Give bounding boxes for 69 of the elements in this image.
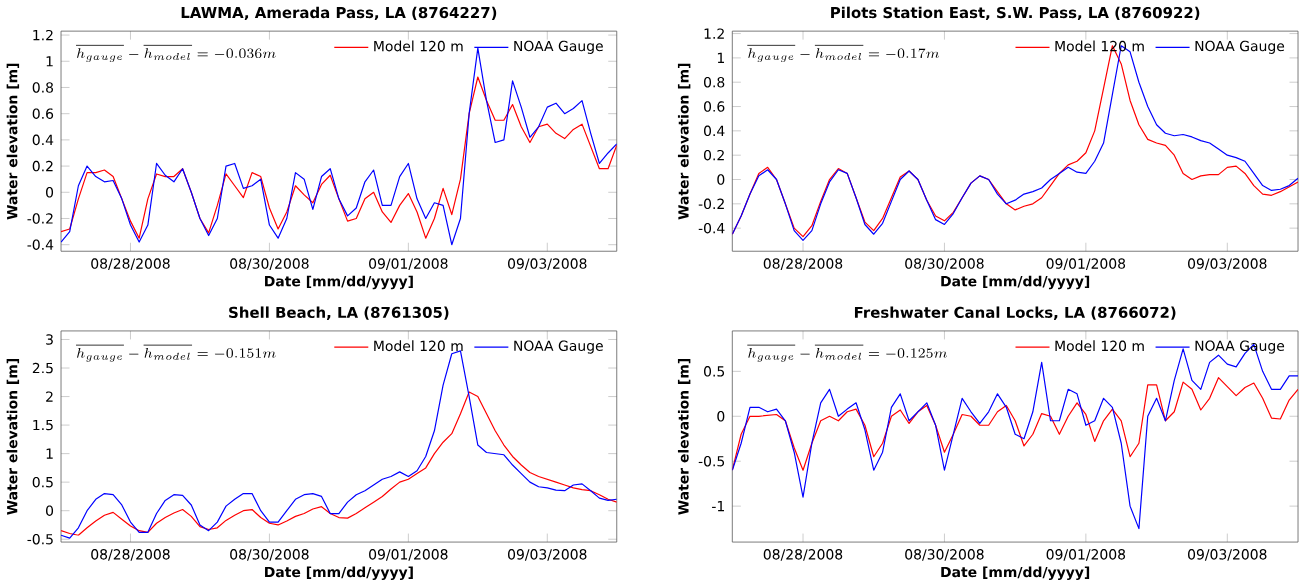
- y-tick-label: -0.5: [698, 456, 725, 467]
- y-tick-label: 0.5: [704, 366, 725, 377]
- legend-label: NOAA Gauge: [514, 40, 603, 55]
- y-axis-title: Water elevation [m]: [6, 359, 20, 515]
- y-tick-label: 3: [46, 334, 53, 345]
- x-tick-label: 09/01/2008: [369, 549, 448, 561]
- x-tick-label: 09/03/2008: [1188, 258, 1267, 271]
- x-tick-label: 09/01/2008: [1046, 549, 1126, 561]
- y-tick-label: 0.4: [32, 134, 54, 146]
- legend-label: NOAA Gauge: [514, 340, 603, 354]
- x-tick-label: 09/03/2008: [1188, 549, 1267, 561]
- y-tick-label: 1: [46, 56, 53, 67]
- y-axis-title: Water elevation [m]: [6, 63, 20, 220]
- y-tick-label: 0: [717, 411, 725, 422]
- y-axis-title: Water elevation [m]: [677, 63, 691, 220]
- y-axis-title: Water elevation [m]: [677, 359, 691, 515]
- x-tick-label: 08/30/2008: [905, 549, 984, 561]
- x-tick-label: 08/30/2008: [230, 258, 309, 271]
- x-tick-label: 09/01/2008: [369, 258, 448, 271]
- chart-title: Shell Beach, LA (8761305): [229, 306, 449, 321]
- annotation: $\overline{h_{gauge}}-\overline{h_{model}}=-0.125m$: [747, 345, 948, 362]
- y-tick-label: -1: [712, 501, 724, 512]
- legend-label: NOAA Gauge: [1195, 40, 1285, 55]
- x-tick-label: 08/30/2008: [230, 549, 309, 561]
- y-tick-label: 1.5: [33, 420, 53, 431]
- y-tick-label: 1: [46, 448, 53, 459]
- legend-label: Model 120 m: [374, 340, 463, 352]
- y-tick-label: 0.5: [32, 477, 53, 488]
- y-tick-label: 0.8: [704, 77, 725, 88]
- annotation: $\overline{h_{gauge}}-\overline{h_{model}}=-0.17m$: [747, 45, 940, 62]
- y-tick-label: -0.4: [698, 223, 725, 234]
- y-tick-label: -0.5: [27, 534, 53, 545]
- x-tick-label: 08/28/2008: [763, 549, 843, 561]
- legend-label: Model 120 m: [1055, 40, 1144, 52]
- x-axis-title: Date [mm/dd/yyyy]: [265, 566, 413, 581]
- y-tick-label: -0.2: [27, 213, 53, 224]
- y-tick-label: 0.2: [32, 160, 53, 172]
- x-tick-label: 09/03/2008: [508, 258, 587, 271]
- y-tick-label: -0.2: [698, 198, 724, 210]
- x-tick-label: 08/28/2008: [91, 549, 170, 561]
- y-tick-label: 1.2: [704, 28, 724, 39]
- y-tick-label: 0: [46, 187, 54, 198]
- y-tick-label: 0: [46, 505, 54, 517]
- legend-label: Model 120 m: [374, 40, 463, 52]
- y-tick-label: 1: [717, 52, 724, 64]
- x-axis-title: Date [mm/dd/yyyy]: [941, 566, 1090, 581]
- y-tick-label: 2: [46, 391, 53, 402]
- y-tick-label: 0: [717, 174, 725, 185]
- y-tick-label: 0.2: [704, 150, 724, 161]
- chart-title: Freshwater Canal Locks, LA (8766072): [854, 306, 1176, 321]
- y-tick-label: 0.4: [704, 125, 725, 137]
- x-axis-title: Date [mm/dd/yyyy]: [265, 275, 413, 290]
- annotation: $\overline{h_{gauge}}-\overline{h_{model}}=-0.036m$: [76, 45, 276, 62]
- chart-title: LAWMA, Amerada Pass, LA (8764227): [181, 6, 497, 21]
- x-tick-label: 09/03/2008: [508, 549, 587, 561]
- y-tick-label: -0.4: [27, 239, 54, 251]
- y-tick-label: 0.6: [32, 108, 54, 120]
- x-axis-title: Date [mm/dd/yyyy]: [941, 275, 1090, 290]
- chart-title: Pilots Station East, S.W. Pass, LA (8760922): [831, 6, 1200, 21]
- y-tick-label: 1.2: [33, 30, 53, 41]
- y-tick-label: 0.6: [704, 101, 725, 112]
- y-tick-label: 0.8: [32, 82, 54, 93]
- x-tick-label: 08/28/2008: [91, 258, 170, 271]
- legend-label: Model 120 m: [1055, 340, 1144, 352]
- x-tick-label: 09/01/2008: [1046, 258, 1126, 271]
- x-tick-label: 08/30/2008: [905, 258, 984, 271]
- y-tick-label: 2.5: [32, 362, 53, 374]
- annotation: $\overline{h_{gauge}}-\overline{h_{model}}=-0.151m$: [76, 345, 276, 362]
- x-tick-label: 08/28/2008: [763, 258, 843, 271]
